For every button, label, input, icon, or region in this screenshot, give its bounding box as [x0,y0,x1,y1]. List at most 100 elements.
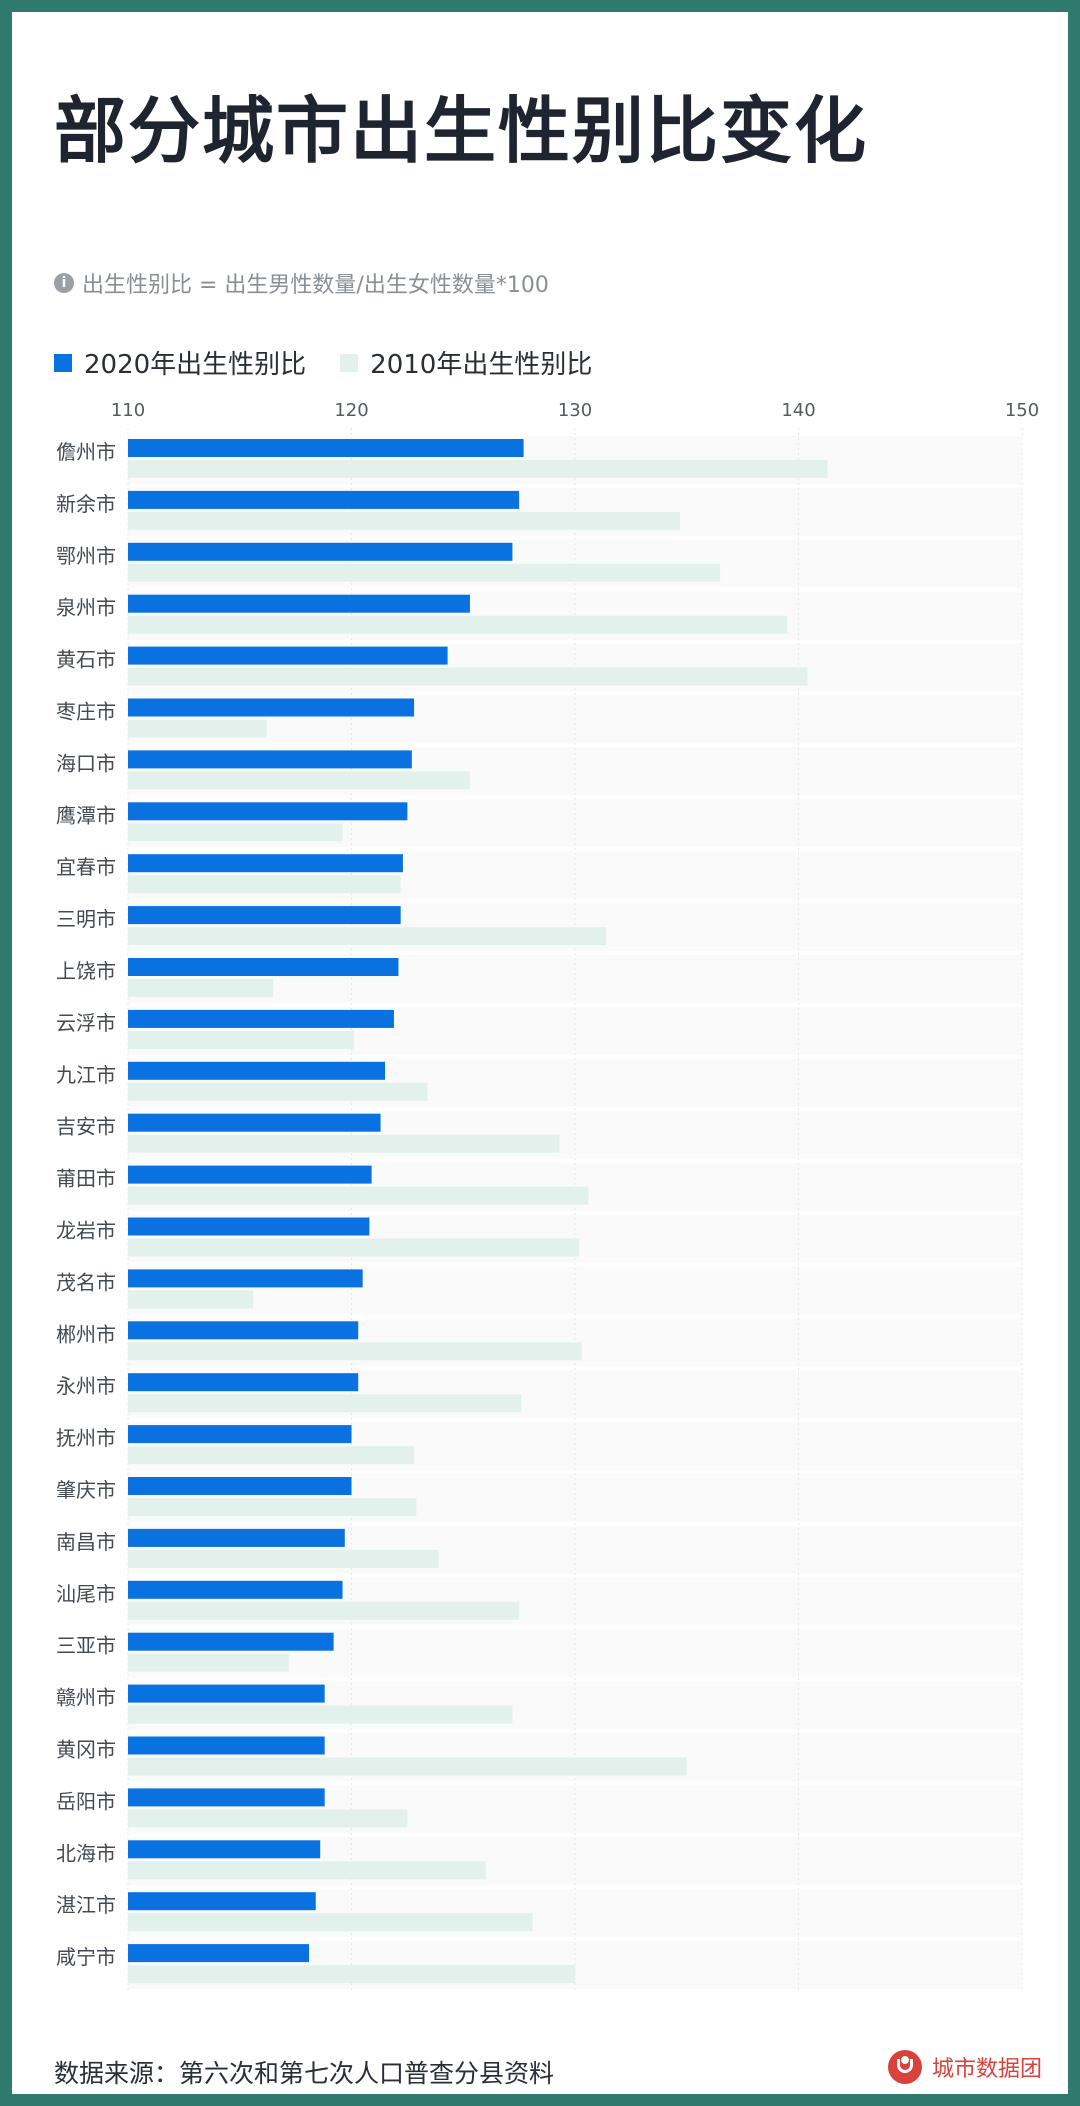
category-label: 海口市 [56,751,116,775]
legend-swatch-2010 [340,353,359,372]
legend-item-2020: 2020年出生性别比 [54,344,306,381]
x-tick-label: 120 [334,400,368,421]
category-label: 吉安市 [56,1115,116,1139]
data-source: 数据来源：第六次和第七次人口普查分县资料 [54,2059,555,2088]
category-label: 茂名市 [56,1270,116,1294]
category-label: 南昌市 [56,1530,116,1554]
legend-item-2010: 2010年出生性别比 [340,344,592,381]
bar-2010 [128,1342,582,1361]
bar-2020 [128,1269,363,1288]
bar-2010 [128,1498,417,1516]
bar-2020 [128,1944,310,1963]
category-label: 鹰潭市 [56,803,116,827]
category-label: 黄石市 [56,648,116,672]
x-tick-label: 140 [781,400,815,421]
category-label: 黄冈市 [56,1738,116,1762]
bar-2010 [128,1238,580,1257]
bar-2020 [128,1425,352,1444]
bar-2020 [128,1684,325,1703]
brand: 城市数据团 [887,2050,1042,2084]
category-label: 三明市 [56,907,116,931]
category-label: 肇庆市 [56,1478,116,1502]
bar-2010 [128,771,470,790]
bar-2010 [128,1965,575,1984]
category-label: 宜春市 [56,855,116,879]
bar-2020 [128,958,399,976]
bar-2020 [128,1892,316,1911]
category-label: 泉州市 [56,596,116,620]
bar-2020 [128,854,403,873]
category-label: 咸宁市 [56,1945,116,1969]
bar-2020 [128,1528,345,1547]
bar-2020 [128,594,470,613]
category-label: 赣州市 [56,1686,116,1710]
bar-2020 [128,1113,381,1132]
bar-2010 [128,1809,408,1828]
bar-2020 [128,1373,359,1392]
bar-2010 [128,927,607,946]
bar-2010 [128,1082,428,1101]
bar-2020 [128,802,408,821]
card: 部分城市出生性别比变化 i 出生性别比 = 出生男性数量/出生女性数量*100 … [12,12,1068,2094]
bar-2020 [128,646,448,665]
category-label: 新余市 [56,492,116,516]
legend-swatch-2020 [54,353,72,372]
bar-2020 [128,1632,334,1651]
legend-label-2020: 2020年出生性别比 [84,350,307,380]
category-label: 儋州市 [56,440,116,464]
bar-2010 [128,615,788,634]
bar-2020 [128,1477,352,1495]
bar-2020 [128,1788,325,1807]
bar-2020 [128,542,513,561]
bar-2010 [128,719,267,738]
category-label: 郴州市 [56,1322,116,1346]
category-label: 岳阳市 [56,1789,116,1813]
category-label: 九江市 [56,1063,116,1087]
bar-2010 [128,1653,289,1672]
category-label: 三亚市 [56,1634,116,1658]
bar-2010 [128,1757,687,1776]
bar-2020 [128,490,520,509]
bar-2010 [128,1290,254,1309]
formula-note-text: 出生性别比 = 出生男性数量/出生女性数量*100 [82,273,549,298]
category-label: 龙岩市 [56,1219,116,1243]
category-label: 抚州市 [56,1426,116,1450]
bar-2020 [128,1217,370,1236]
category-label: 上饶市 [56,959,116,983]
bar-2010 [128,1601,520,1620]
bar-2010 [128,1549,439,1568]
legend: 2020年出生性别比 2010年出生性别比 [54,344,626,381]
bar-2010 [128,1394,522,1413]
bar-2020 [128,1165,372,1184]
bar-2020 [128,1840,321,1859]
category-label: 湛江市 [56,1893,116,1917]
bar-2010 [128,979,274,997]
bar-2010 [128,1030,354,1049]
x-tick-label: 130 [558,400,592,421]
bar-2020 [128,1061,386,1080]
bar-chart: 110 120 130 140 150 儋州市新余市鄂州市泉州市黄石市枣庄市海口市鹰潭市宜… [56,400,1039,1991]
category-label: 枣庄市 [56,700,116,724]
bar-2020 [128,1580,343,1599]
bar-2010 [128,1705,513,1724]
bar-2020 [128,439,524,457]
category-label: 云浮市 [56,1011,116,1035]
category-label: 莆田市 [56,1167,116,1191]
bar-2010 [128,823,343,842]
brand-logo-icon [887,2050,922,2084]
x-tick-label: 150 [1005,400,1039,421]
category-label: 永州市 [56,1374,116,1398]
bar-2010 [128,460,828,478]
bar-2010 [128,1186,589,1205]
legend-label-2010: 2010年出生性别比 [370,350,593,380]
bar-2010 [128,875,401,894]
bar-2010 [128,563,721,582]
bar-2010 [128,1134,560,1153]
bar-2020 [128,1321,359,1340]
bar-2010 [128,1861,486,1880]
category-label: 北海市 [56,1841,116,1865]
page-title: 部分城市出生性别比变化 [54,89,869,173]
category-label: 汕尾市 [56,1582,116,1606]
info-icon: i [54,273,74,293]
bar-2010 [128,511,681,530]
